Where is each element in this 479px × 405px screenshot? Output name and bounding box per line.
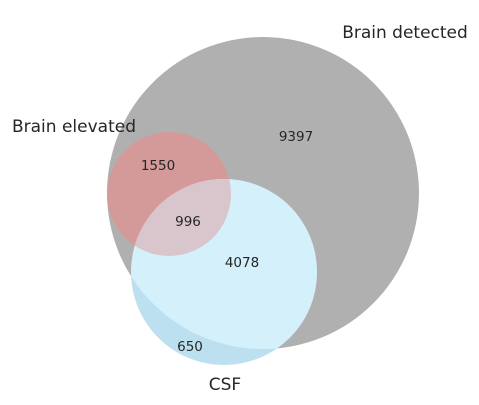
count-elevated-detected: 1550 <box>141 158 175 174</box>
brain-detected-label: Brain detected <box>342 23 468 43</box>
count-detected-only: 9397 <box>279 129 313 145</box>
count-detected-csf: 4078 <box>225 255 259 271</box>
brain-elevated-label: Brain elevated <box>12 117 136 137</box>
csf-label: CSF <box>209 375 241 395</box>
count-all-three: 996 <box>175 214 201 230</box>
count-csf-only: 650 <box>177 339 203 355</box>
